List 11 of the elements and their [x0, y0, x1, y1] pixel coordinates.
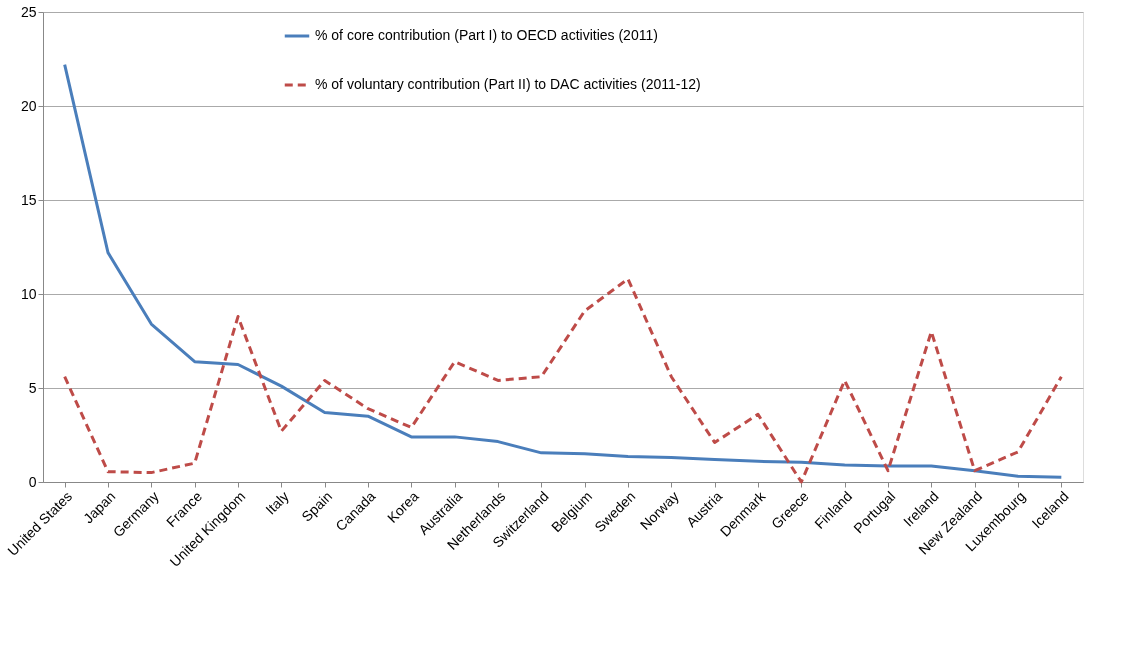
x-tick-label: Italy: [262, 488, 292, 518]
y-tick-label: 25: [20, 3, 37, 20]
legend-label: % of voluntary contribution (Part II) to DAC activities (2011-12): [315, 76, 701, 92]
legend-label: % of core contribution (Part I) to OECD activities (2011): [315, 27, 658, 43]
line-series: [63, 277, 1063, 484]
y-tick-label: 20: [20, 97, 37, 114]
y-tick-label: 15: [20, 191, 37, 208]
line-series: [63, 63, 1063, 479]
y-tick-label: 0: [28, 473, 37, 490]
y-tick-label: 5: [28, 379, 37, 396]
y-tick-label: 10: [20, 285, 37, 302]
